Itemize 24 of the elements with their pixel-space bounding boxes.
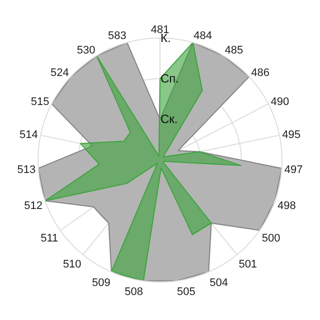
spoke-label: 498: [278, 200, 296, 212]
spoke-label: 512: [24, 200, 42, 212]
spoke-label: 524: [50, 67, 69, 80]
spoke-label: 530: [76, 44, 96, 57]
y-tick-label: Ск.: [160, 112, 178, 126]
y-tick-label: Сп.: [160, 72, 179, 86]
spoke-label: 504: [210, 277, 228, 289]
spoke-label: 500: [262, 232, 280, 244]
spoke-label: 501: [238, 258, 258, 271]
spoke-label: 497: [284, 164, 303, 176]
spoke-label: 484: [194, 30, 212, 42]
spoke-label: 514: [20, 128, 38, 141]
spoke-label: 513: [17, 164, 36, 176]
spoke-label: 583: [108, 30, 126, 42]
spoke-label: 495: [282, 128, 300, 141]
spoke-label: 509: [92, 277, 110, 289]
spoke-label: 505: [176, 286, 196, 298]
spoke-label: 486: [251, 67, 270, 80]
spoke-label: 490: [270, 96, 290, 108]
spoke-label: 485: [224, 44, 244, 57]
spoke-label: 508: [124, 286, 144, 298]
spoke-label: 515: [30, 96, 50, 108]
spoke-label: 510: [62, 258, 82, 271]
spoke-label: 511: [40, 232, 58, 244]
